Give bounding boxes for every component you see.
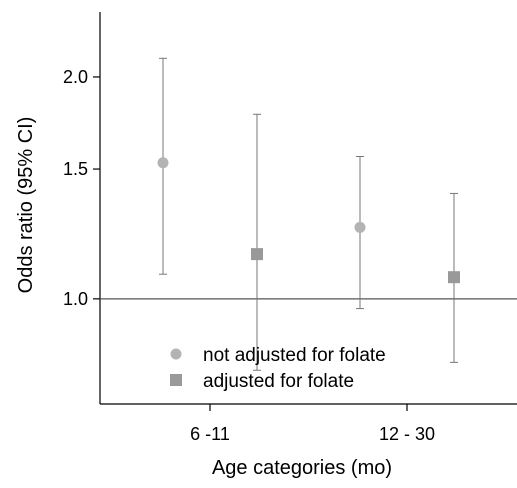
x-axis-title: Age categories (mo) — [212, 457, 392, 479]
legend-marker-square — [170, 374, 182, 386]
data-point-circle — [157, 157, 169, 169]
data-marks — [157, 57, 460, 371]
x-tick-label: 6 -11 — [190, 424, 230, 444]
y-axis-title: Odds ratio (95% CI) — [15, 117, 37, 294]
legend-label: not adjusted for folate — [203, 345, 386, 366]
legend: not adjusted for folate adjusted for fola… — [170, 345, 386, 392]
y-tick-label: 1.5 — [63, 159, 88, 179]
legend-label: adjusted for folate — [203, 371, 354, 392]
y-tick-label: 2.0 — [63, 67, 88, 87]
y-tick-label: 1.0 — [63, 289, 88, 309]
data-point-circle — [354, 221, 366, 233]
plot-area: 1.0 1.5 2.0 6 -11 12 - 30 — [63, 12, 517, 444]
data-point-square — [448, 271, 460, 284]
x-tick-label: 12 - 30 — [379, 424, 435, 444]
legend-marker-circle — [170, 348, 182, 360]
data-point-square — [251, 248, 263, 261]
